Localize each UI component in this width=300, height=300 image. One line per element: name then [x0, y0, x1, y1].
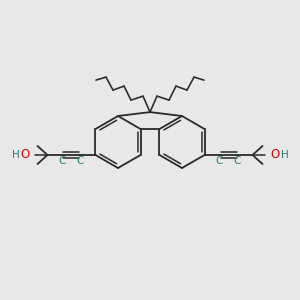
- Text: H: H: [12, 150, 20, 160]
- Text: C: C: [77, 156, 84, 166]
- Text: C: C: [216, 156, 223, 166]
- Text: O: O: [270, 148, 279, 161]
- Text: C: C: [59, 156, 66, 166]
- Text: C: C: [234, 156, 241, 166]
- Text: O: O: [21, 148, 30, 161]
- Text: H: H: [280, 150, 288, 160]
